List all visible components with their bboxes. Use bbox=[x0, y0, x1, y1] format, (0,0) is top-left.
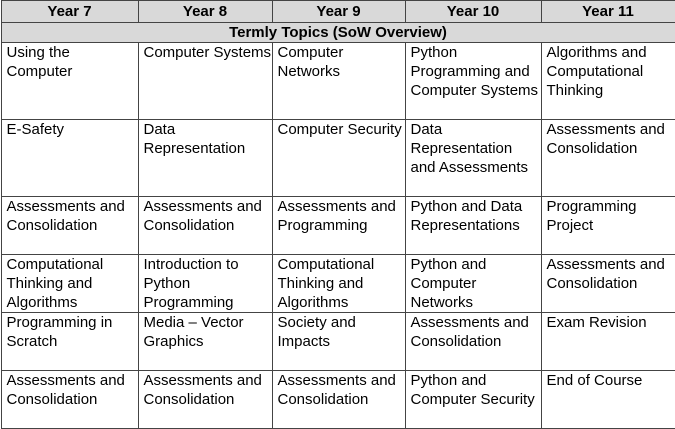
table-cell: Assessments and Consolidation bbox=[540, 119, 675, 197]
table-row: Programming in Scratch Media – Vector Gra… bbox=[0, 312, 675, 371]
table-cell: Computer Systems bbox=[137, 42, 273, 120]
table-cell: Computer Security bbox=[271, 119, 406, 197]
table-row: Using the Computer Computer Systems Comput… bbox=[0, 42, 675, 120]
table-cell: E-Safety bbox=[0, 119, 139, 197]
table-cell: Python and Computer Networks bbox=[404, 254, 542, 313]
table-cell: Programming in Scratch bbox=[0, 312, 139, 371]
table-cell: Python Programming and Computer Systems bbox=[404, 42, 542, 120]
table-row: E-Safety Data Representation Computer Secu… bbox=[0, 119, 675, 197]
subtitle: Termly Topics (SoW Overview) bbox=[0, 22, 675, 43]
table-cell: Assessments and Consolidation bbox=[404, 312, 542, 371]
table-cell: Assessments and Consolidation bbox=[0, 196, 139, 255]
table-cell: Python and Data Representations bbox=[404, 196, 542, 255]
table-cell: Assessments and Consolidation bbox=[540, 254, 675, 313]
table-cell: Exam Revision bbox=[540, 312, 675, 371]
header-year-7: Year 7 bbox=[0, 0, 139, 23]
table-cell: Assessments and Consolidation bbox=[137, 196, 273, 255]
header-year-8: Year 8 bbox=[137, 0, 273, 23]
table-cell: Using the Computer bbox=[0, 42, 139, 120]
table-row: Assessments and Consolidation Assessments… bbox=[0, 196, 675, 255]
table-row: Computational Thinking and Algorithms Int… bbox=[0, 254, 675, 313]
table-cell: Programming Project bbox=[540, 196, 675, 255]
header-year-11: Year 11 bbox=[540, 0, 675, 23]
table-cell: Python and Computer Security bbox=[404, 370, 542, 429]
header-year-9: Year 9 bbox=[271, 0, 406, 23]
table-cell: Society and Impacts bbox=[271, 312, 406, 371]
header-row: Year 7 Year 8 Year 9 Year 10 Year 11 bbox=[0, 0, 675, 23]
table-cell: Assessments and Consolidation bbox=[271, 370, 406, 429]
table-cell: Introduction to Python Programming bbox=[137, 254, 273, 313]
table-cell: Algorithms and Computational Thinking bbox=[540, 42, 675, 120]
table-cell: Computational Thinking and Algorithms bbox=[271, 254, 406, 313]
table-cell: Assessments and Consolidation bbox=[137, 370, 273, 429]
table-row: Assessments and Consolidation Assessments… bbox=[0, 370, 675, 429]
table-cell: End of Course bbox=[540, 370, 675, 429]
table-cell: Data Representation bbox=[137, 119, 273, 197]
table-cell: Assessments and Programming bbox=[271, 196, 406, 255]
table-cell: Data Representation and Assessments bbox=[404, 119, 542, 197]
table-cell: Assessments and Consolidation bbox=[0, 370, 139, 429]
header-year-10: Year 10 bbox=[404, 0, 542, 23]
table-cell: Computer Networks bbox=[271, 42, 406, 120]
table-cell: Media – Vector Graphics bbox=[137, 312, 273, 371]
table-cell: Computational Thinking and Algorithms bbox=[0, 254, 139, 313]
subtitle-row: Termly Topics (SoW Overview) bbox=[0, 22, 675, 43]
